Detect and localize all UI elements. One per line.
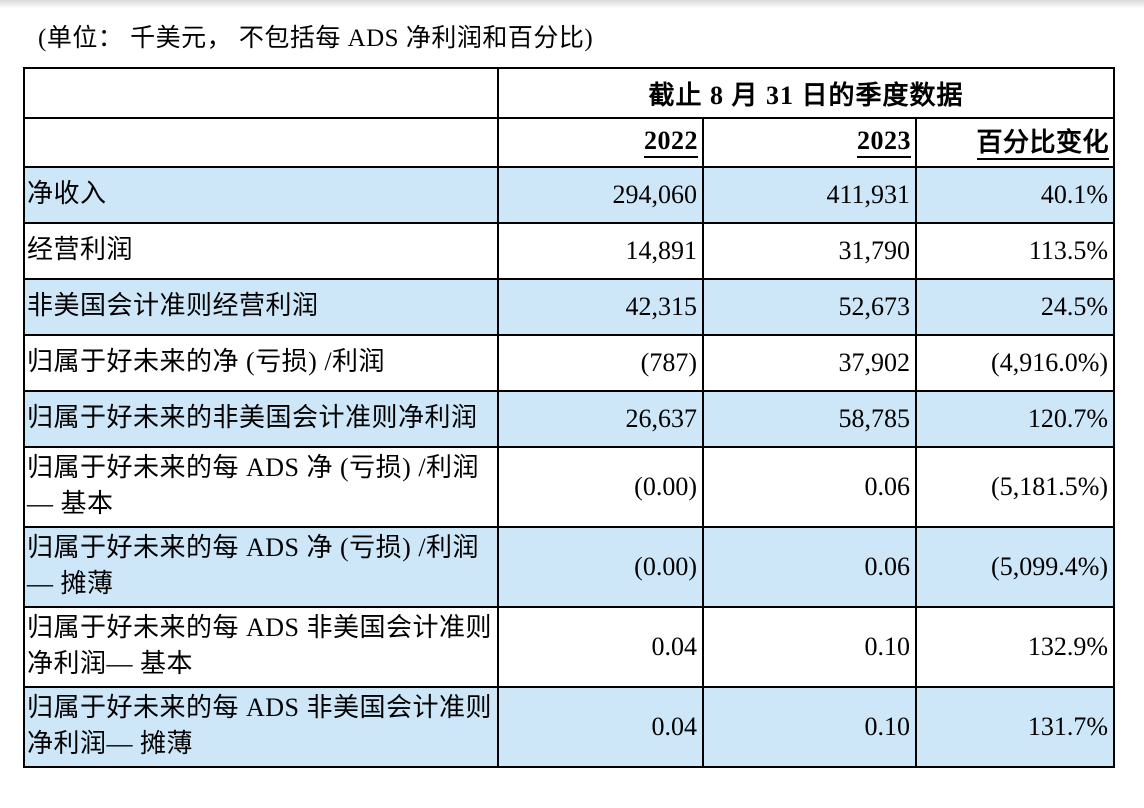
value-2023: 31,790: [702, 222, 917, 280]
quarterly-financials-table: 截止 8 月 31 日的季度数据 2022 2023 百分比变化 净收入 294…: [23, 67, 1116, 768]
column-header-2023-label: 2023: [857, 125, 911, 158]
row-label: 归属于好未来的非美国会计准则净利润: [23, 390, 499, 448]
value-2023: 37,902: [702, 334, 917, 392]
value-2022: (787): [497, 334, 704, 392]
value-2022: (0.00): [497, 446, 704, 528]
value-2022: 0.04: [497, 686, 704, 768]
value-2023: 0.06: [702, 526, 917, 608]
column-header-2023: 2023: [702, 117, 917, 168]
value-pct-change: 113.5%: [914, 222, 1116, 280]
table-row: 归属于好未来的每 ADS 净 (亏损) /利润— 摊薄 (0.00) 0.06 …: [23, 526, 1116, 608]
value-2023: 0.10: [702, 606, 917, 688]
table-row: 归属于好未来的每 ADS 非美国会计准则净利润— 摊薄 0.04 0.10 13…: [23, 686, 1116, 768]
units-note: (单位： 千美元， 不包括每 ADS 净利润和百分比): [38, 25, 594, 52]
value-pct-change: 24.5%: [914, 278, 1116, 336]
row-label: 净收入: [23, 166, 499, 224]
column-header-2022-label: 2022: [644, 125, 698, 158]
table-row: 归属于好未来的净 (亏损) /利润 (787) 37,902 (4,916.0%…: [23, 334, 1116, 392]
value-2022: 26,637: [497, 390, 704, 448]
value-pct-change: 131.7%: [914, 686, 1116, 768]
value-2022: 0.04: [497, 606, 704, 688]
column-header-2022: 2022: [497, 117, 704, 168]
value-2022: (0.00): [497, 526, 704, 608]
table-row: 归属于好未来的非美国会计准则净利润 26,637 58,785 120.7%: [23, 390, 1116, 448]
period-header: 截止 8 月 31 日的季度数据: [496, 67, 1116, 119]
value-2022: 14,891: [497, 222, 704, 280]
value-2022: 294,060: [497, 166, 704, 224]
table-row: 归属于好未来的每 ADS 非美国会计准则净利润— 基本 0.04 0.10 13…: [23, 606, 1116, 688]
period-header-row: 截止 8 月 31 日的季度数据: [23, 67, 1116, 119]
value-pct-change: (5,181.5%): [914, 446, 1116, 528]
column-header-pct-change: 百分比变化: [914, 117, 1116, 168]
value-pct-change: 120.7%: [914, 390, 1116, 448]
column-header-pct-change-label: 百分比变化: [976, 128, 1110, 160]
row-label: 归属于好未来的每 ADS 非美国会计准则净利润— 基本: [23, 606, 499, 688]
empty-header-cell: [23, 117, 499, 168]
table-row: 归属于好未来的每 ADS 净 (亏损) /利润— 基本 (0.00) 0.06 …: [23, 446, 1116, 528]
table-row: 经营利润 14,891 31,790 113.5%: [23, 222, 1116, 280]
value-2022: 42,315: [497, 278, 704, 336]
value-pct-change: (4,916.0%): [914, 334, 1116, 392]
table-row: 净收入 294,060 411,931 40.1%: [23, 166, 1116, 224]
window-top-edge: [0, 0, 1144, 9]
value-2023: 52,673: [702, 278, 917, 336]
column-header-row: 2022 2023 百分比变化: [23, 117, 1116, 168]
row-label: 归属于好未来的净 (亏损) /利润: [23, 334, 499, 392]
value-pct-change: (5,099.4%): [914, 526, 1116, 608]
row-label: 归属于好未来的每 ADS 非美国会计准则净利润— 摊薄: [23, 686, 499, 768]
value-2023: 0.10: [702, 686, 917, 768]
table-row: 非美国会计准则经营利润 42,315 52,673 24.5%: [23, 278, 1116, 336]
empty-header-cell: [23, 67, 499, 119]
row-label: 经营利润: [23, 222, 499, 280]
row-label: 归属于好未来的每 ADS 净 (亏损) /利润— 摊薄: [23, 526, 499, 608]
value-2023: 411,931: [702, 166, 917, 224]
row-label: 归属于好未来的每 ADS 净 (亏损) /利润— 基本: [23, 446, 499, 528]
row-label: 非美国会计准则经营利润: [23, 278, 499, 336]
value-pct-change: 132.9%: [914, 606, 1116, 688]
value-pct-change: 40.1%: [914, 166, 1116, 224]
value-2023: 0.06: [702, 446, 917, 528]
value-2023: 58,785: [702, 390, 917, 448]
